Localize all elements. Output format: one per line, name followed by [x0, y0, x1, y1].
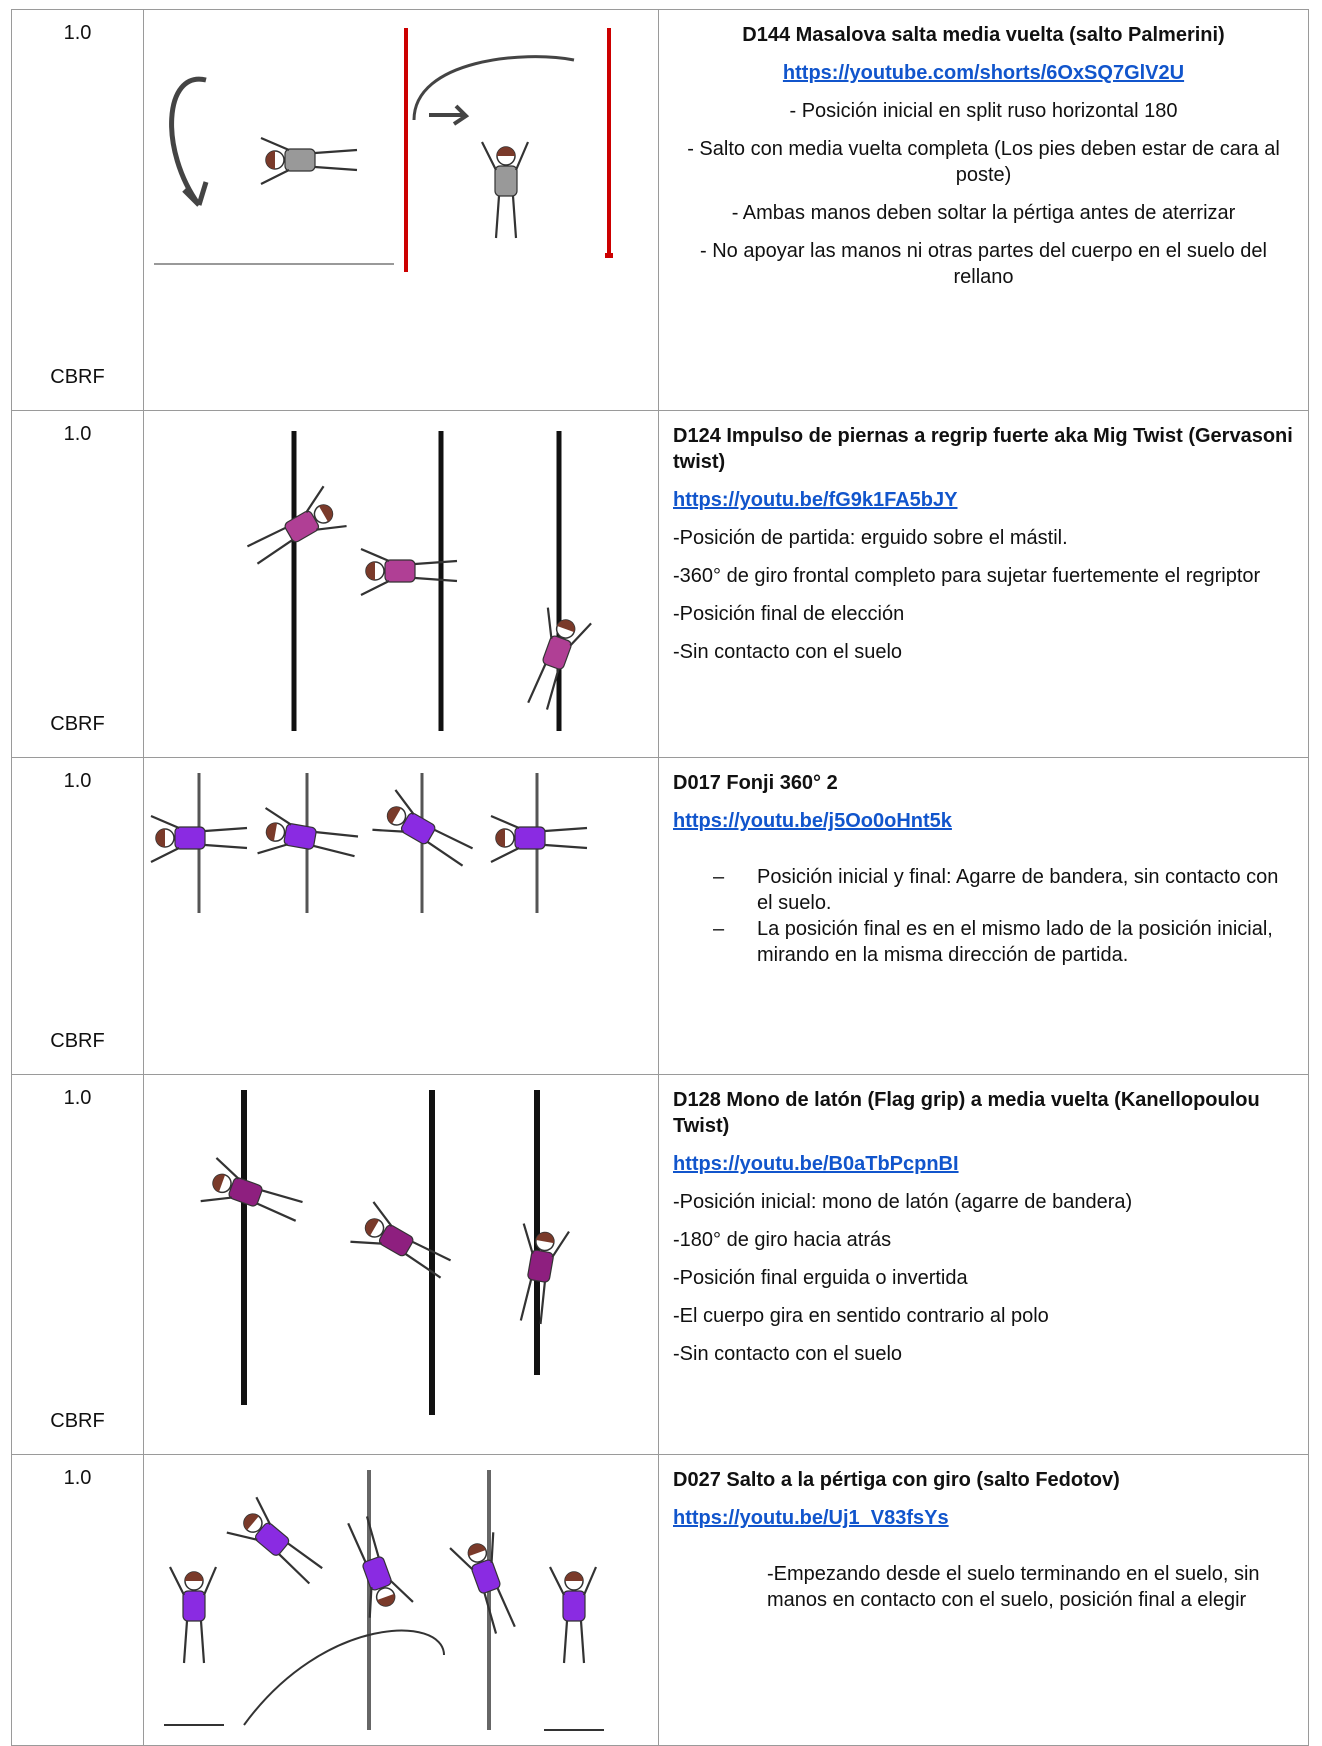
bullet-marker: – [713, 918, 725, 940]
description-cell: D124 Impulso de piernas a regrip fuerte … [658, 410, 1309, 758]
description-line: -180° de giro hacia atrás [673, 1229, 892, 1251]
illustration-cell [143, 1074, 659, 1455]
element-title: D128 Mono de latón (Flag grip) a media v… [673, 1089, 1260, 1137]
description-line: - Salto con media vuelta completa (Los p… [687, 138, 1280, 186]
description-cell: D027 Salto a la pértiga con giro (salto … [658, 1454, 1309, 1746]
elements-table: 1.0 CBRF D144 Masalova salta media vuelta … [11, 9, 1309, 1746]
illustration [200, 1090, 570, 1415]
description-line: - No apoyar las manos ni otras partes de… [700, 240, 1267, 288]
video-link[interactable]: https://youtu.be/fG9k1FA5bJY [673, 489, 958, 511]
organization: CBRF [50, 1030, 105, 1052]
description-line: - Posición inicial en split ruso horizon… [789, 100, 1178, 122]
score-cell: 1.0 CBRF [11, 1074, 144, 1455]
description-cell: D017 Fonji 360° 2 https://youtu.be/j5Oo0o… [658, 757, 1309, 1075]
description-line: -Empezando desde el suelo terminando en … [767, 1563, 1260, 1611]
description-line: -Sin contacto con el suelo [673, 1343, 903, 1365]
illustration-cell [143, 757, 659, 1075]
illustration-cell [143, 1454, 659, 1746]
score: 1.0 [63, 423, 92, 445]
table-row: 1.0 CBRF D144 Masalova salta media vuelta … [11, 9, 1309, 411]
description-line: -Posición final de elección [673, 603, 905, 625]
bullet-marker: – [713, 866, 725, 888]
organization: CBRF [50, 713, 105, 735]
description-line: -Posición final erguida o invertida [673, 1267, 968, 1289]
illustration-cell [143, 410, 659, 758]
video-link[interactable]: https://youtu.be/Uj1_V83fsYs [673, 1507, 949, 1529]
element-title: D144 Masalova salta media vuelta (salto … [742, 24, 1225, 46]
table-row: 1.0 D027 Salto a la pértiga con giro (sal… [11, 1454, 1309, 1746]
score: 1.0 [63, 22, 92, 44]
description-line: -El cuerpo gira en sentido contrario al … [673, 1305, 1049, 1327]
element-title: D027 Salto a la pértiga con giro (salto … [673, 1469, 1120, 1491]
table-row: 1.0 CBRF D017 Fonji 360° 2 https://youtu.be… [11, 757, 1309, 1075]
score: 1.0 [63, 1467, 92, 1489]
table-row: 1.0 CBRF D124 Impulso de piernas a regrip … [11, 410, 1309, 758]
organization: CBRF [50, 1410, 105, 1432]
description-line: - Ambas manos deben soltar la pértiga an… [731, 202, 1236, 224]
illustration [246, 431, 592, 731]
illustration [164, 1470, 604, 1731]
score: 1.0 [63, 1087, 92, 1109]
description-cell: D128 Mono de latón (Flag grip) a media v… [658, 1074, 1309, 1455]
illustration [150, 773, 588, 913]
element-title: D017 Fonji 360° 2 [673, 772, 838, 794]
video-link[interactable]: https://youtube.com/shorts/6OxSQ7GlV2U [782, 62, 1185, 84]
item-text: Posición inicial y final: Agarre de band… [757, 866, 1279, 914]
description-line: -Posición inicial: mono de latón (agarre… [673, 1191, 1133, 1213]
illustration-cell [143, 9, 659, 411]
score-cell: 1.0 [11, 1454, 144, 1746]
illustration [154, 28, 613, 272]
description-cell: D144 Masalova salta media vuelta (salto … [658, 9, 1309, 411]
video-link[interactable]: https://youtu.be/j5Oo0oHnt5k [673, 810, 952, 832]
bullet-list: – Posición inicial y final: Agarre de ban… [713, 864, 1294, 968]
score-cell: 1.0 CBRF [11, 410, 144, 758]
score-cell: 1.0 CBRF [11, 757, 144, 1075]
description-line: -Posición de partida: erguido sobre el m… [673, 527, 1068, 549]
description-line: -Sin contacto con el suelo [673, 641, 903, 663]
video-link[interactable]: https://youtu.be/B0aTbPcpnBI [673, 1153, 959, 1175]
score-cell: 1.0 CBRF [11, 9, 144, 411]
score: 1.0 [63, 770, 92, 792]
list-item: – La posición final es en el mismo lado d… [713, 916, 1294, 968]
organization: CBRF [50, 366, 105, 388]
list-item: – Posición inicial y final: Agarre de ban… [713, 864, 1294, 916]
description-line: -360° de giro frontal completo para suje… [673, 565, 1261, 587]
element-title: D124 Impulso de piernas a regrip fuerte … [673, 425, 1293, 473]
table-row: 1.0 CBRF D128 Mono de latón (Flag grip) a … [11, 1074, 1309, 1455]
item-text: La posición final es en el mismo lado de… [757, 918, 1273, 966]
